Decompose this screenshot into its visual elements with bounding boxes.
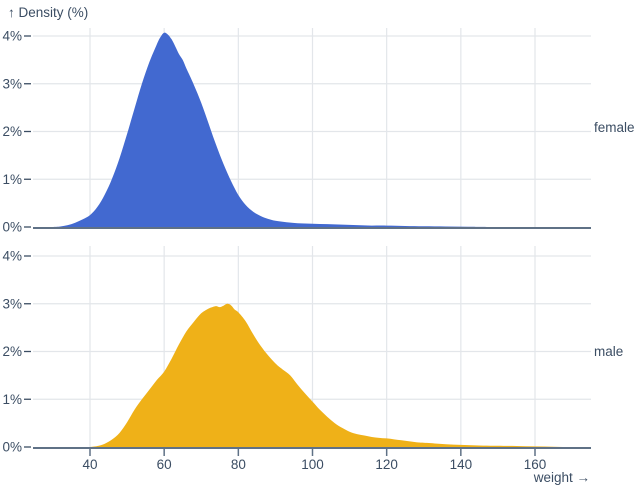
tick-labels-layer: 0% 1% 2% 3% 4% 0% 1% 2% 3% 4% 40 60 80 100 120 140 160 — [2, 29, 546, 472]
x-tick-label: 60 — [157, 457, 172, 472]
density-area-female — [52, 32, 591, 228]
y-tick-label: 1% — [2, 392, 22, 407]
axes-layer — [33, 227, 591, 449]
y-tick-label: 2% — [2, 124, 22, 139]
y-tick-label: 3% — [2, 296, 22, 311]
x-tick-label: 100 — [301, 457, 324, 472]
density-area-male — [90, 303, 591, 447]
y-tick-label: 2% — [2, 344, 22, 359]
x-tick-label: 80 — [231, 457, 246, 472]
facet-label-male: male — [594, 344, 624, 359]
y-tick-label: 4% — [2, 249, 22, 264]
y-tick-label: 4% — [2, 29, 22, 44]
chart-title: ↑ Density (%) — [8, 5, 89, 20]
x-tick-label: 140 — [450, 457, 473, 472]
facet-label-female: female — [594, 120, 635, 135]
y-tick-label: 0% — [2, 220, 22, 235]
x-tick-label: 40 — [82, 457, 97, 472]
x-axis-label: weight → — [533, 470, 590, 485]
y-tick-label: 0% — [2, 440, 22, 455]
gridlines-layer — [33, 28, 591, 447]
x-tick-label: 120 — [375, 457, 398, 472]
x-tick-label: 160 — [524, 457, 547, 472]
y-tick-label: 3% — [2, 76, 22, 91]
y-tick-label: 1% — [2, 172, 22, 187]
density-areas-layer — [52, 32, 591, 447]
